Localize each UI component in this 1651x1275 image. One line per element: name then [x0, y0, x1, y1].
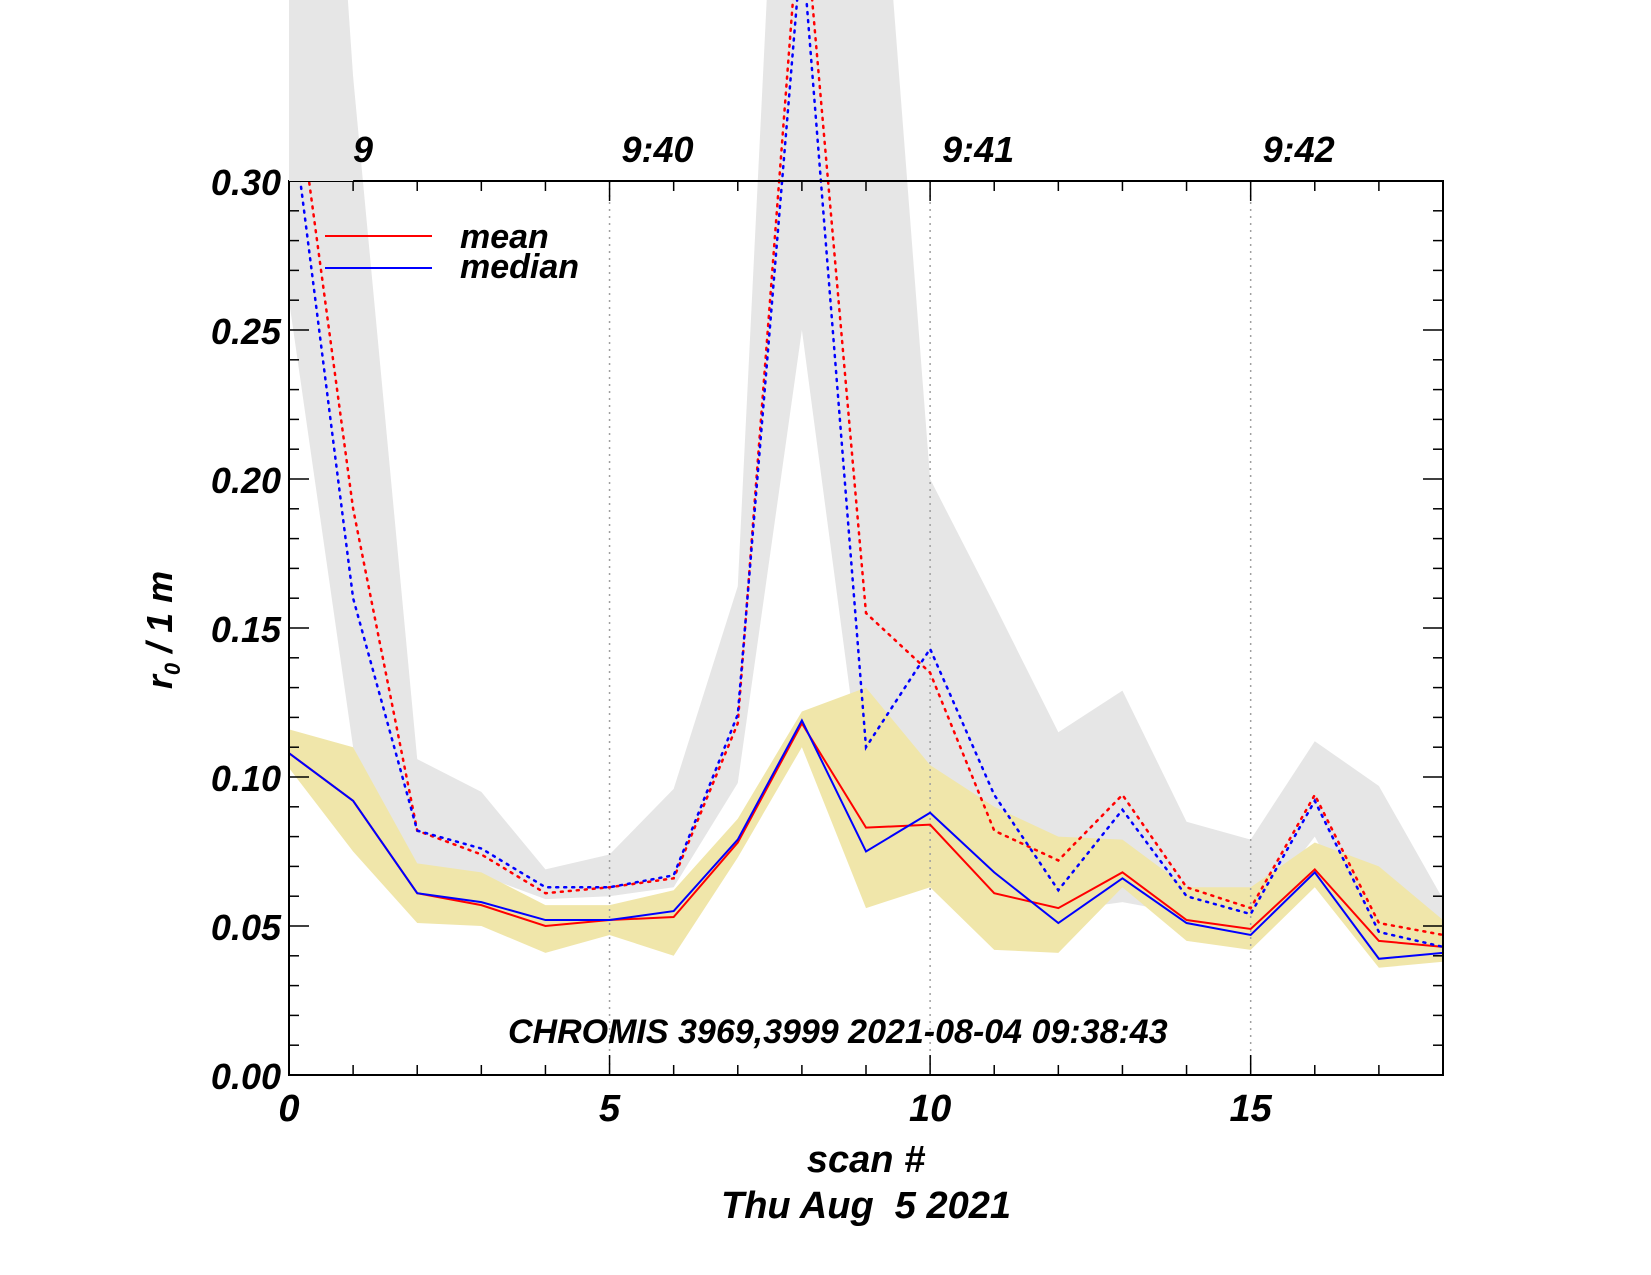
y-tick-label: 0.30	[211, 162, 281, 203]
time-tick-label: 9:42	[1263, 129, 1335, 170]
legend: mean median	[325, 218, 579, 286]
y-tick-label: 0.00	[211, 1056, 281, 1097]
y-tick-label: 0.15	[211, 609, 282, 650]
data-lines	[289, 0, 1443, 960]
grey-band-top-segment	[289, 0, 354, 181]
x-tick-label: 10	[909, 1088, 951, 1130]
series-mean-dotted-line	[289, 0, 1443, 937]
time-tick-labels: 9:399:409:419:42	[289, 0, 1335, 181]
x-tick-label: 15	[1230, 1088, 1273, 1130]
x-tick-label: 5	[599, 1088, 621, 1130]
time-gridlines	[608, 181, 1252, 1075]
axis-ticks	[288, 180, 1444, 1076]
y-tick-label: 0.10	[211, 758, 281, 799]
series-median-line	[289, 718, 1443, 960]
x-tick-labels: 0 5 10 15	[278, 1088, 1272, 1130]
legend-median-label: median	[460, 248, 579, 286]
y-tick-label: 0.25	[211, 311, 282, 352]
time-tick-label: 9:41	[942, 129, 1014, 170]
y-tick-label: 0.20	[211, 460, 281, 501]
series-mean-line	[289, 721, 1443, 948]
grey-range-band	[289, 0, 1443, 962]
x-axis-date-label: Thu Aug 5 2021	[721, 1185, 1011, 1227]
series-median-dotted-line	[289, 0, 1443, 949]
y-axis-label: r0 / 1 m	[139, 571, 185, 689]
time-tick-label: 9:40	[622, 129, 694, 170]
x-axis-label: scan #	[807, 1139, 926, 1181]
x-tick-label: 0	[278, 1088, 299, 1130]
y-tick-label: 0.05	[211, 907, 282, 948]
chart-annotation: CHROMIS 3969,3999 2021-08-04 09:38:43	[508, 1013, 1168, 1051]
y-tick-labels: 0.00 0.05 0.10 0.15 0.20 0.25 0.30	[211, 162, 282, 1097]
legend-mean-label: mean	[460, 218, 549, 256]
